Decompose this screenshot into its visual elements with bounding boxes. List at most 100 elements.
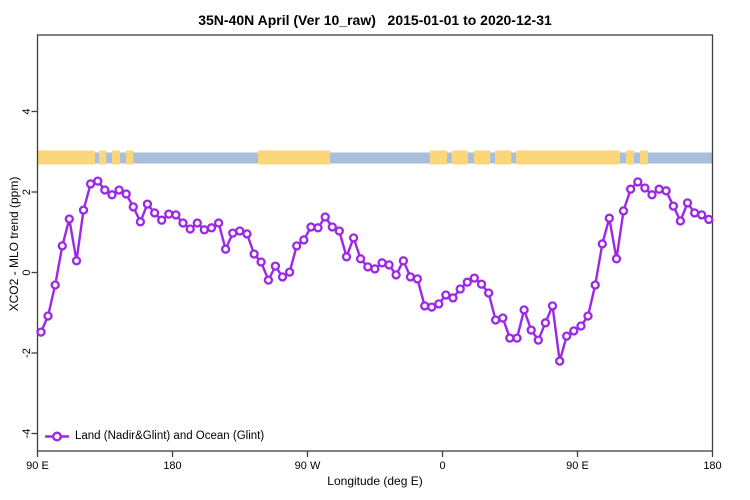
- data-point: [420, 301, 430, 311]
- band-segment-land: [640, 150, 648, 165]
- data-point: [611, 254, 622, 264]
- data-point: [36, 327, 46, 337]
- data-point: [583, 311, 593, 321]
- data-point: [107, 190, 117, 200]
- data-point: [164, 209, 174, 219]
- band-segment-land: [516, 150, 620, 165]
- band-segment-land: [430, 150, 447, 165]
- data-point: [334, 226, 344, 236]
- data-point: [704, 214, 714, 225]
- x-axis-label: Longitude (deg E): [327, 474, 423, 488]
- data-point: [206, 223, 217, 233]
- band-segment-land: [474, 150, 491, 165]
- data-point: [384, 260, 394, 270]
- data-point: [277, 272, 288, 282]
- band-segment-land: [112, 150, 120, 165]
- data-point: [185, 224, 195, 234]
- x-tick-label: 180: [163, 460, 181, 472]
- data-point: [50, 280, 60, 290]
- x-tick-label: 90 E: [566, 460, 589, 472]
- data-point: [640, 183, 650, 193]
- data-point: [121, 189, 131, 199]
- data-point: [689, 208, 700, 218]
- data-point: [483, 288, 494, 298]
- data-point: [114, 185, 124, 195]
- data-point: [249, 249, 259, 259]
- data-point: [213, 218, 224, 228]
- band-segment-land: [451, 150, 468, 165]
- data-point: [441, 290, 451, 300]
- band-segment-land: [99, 150, 107, 165]
- band-segment-ocean: [120, 152, 126, 164]
- y-tick-label: 4: [21, 108, 33, 114]
- band-segment-ocean: [330, 152, 431, 164]
- data-point: [618, 206, 629, 216]
- band-segment-land: [258, 150, 330, 165]
- data-point: [199, 225, 209, 235]
- data-point: [505, 333, 515, 343]
- band-segment-ocean: [447, 152, 452, 164]
- data-point: [597, 239, 607, 249]
- data-point: [355, 254, 366, 264]
- data-point: [476, 279, 487, 289]
- data-point: [391, 270, 401, 280]
- data-point: [341, 252, 352, 262]
- data-point: [256, 257, 266, 267]
- band-segment-ocean: [634, 152, 640, 164]
- data-point: [604, 213, 614, 223]
- chart-title: 35N-40N April (Ver 10_raw) 2015-01-01 to…: [198, 12, 552, 28]
- data-point: [590, 280, 600, 290]
- data-point: [526, 325, 536, 335]
- legend-label: Land (Nadir&Glint) and Ocean (Glint): [75, 430, 265, 442]
- series-markers: [36, 176, 714, 366]
- data-point: [292, 241, 302, 251]
- data-point: [633, 177, 643, 187]
- band-segment-ocean: [106, 152, 113, 164]
- data-point: [498, 313, 508, 323]
- data-point: [57, 241, 67, 251]
- data-point: [562, 331, 572, 341]
- data-point: [675, 216, 686, 226]
- band-segment-ocean: [620, 152, 626, 164]
- data-point: [576, 321, 586, 331]
- data-point: [555, 356, 565, 366]
- data-point: [512, 333, 522, 343]
- data-point: [569, 326, 579, 336]
- data-point: [242, 229, 252, 239]
- data-point: [220, 244, 231, 254]
- data-point: [363, 262, 373, 272]
- data-point: [142, 199, 153, 209]
- data-point: [697, 210, 707, 220]
- data-point: [235, 226, 245, 236]
- band-segment-ocean: [511, 152, 516, 164]
- data-point: [71, 256, 82, 266]
- data-point: [682, 198, 693, 208]
- data-point: [178, 218, 188, 228]
- data-point: [263, 275, 274, 285]
- band-segment-land: [495, 150, 512, 165]
- y-tick-label: -2: [21, 348, 33, 358]
- data-point: [519, 305, 529, 315]
- data-point: [93, 176, 103, 186]
- data-point: [668, 201, 679, 211]
- data-point: [192, 218, 202, 228]
- plot-frame: [36, 34, 714, 452]
- data-point: [327, 222, 337, 232]
- data-point: [533, 335, 543, 345]
- data-point: [135, 217, 146, 227]
- data-point: [398, 256, 409, 266]
- data-point: [547, 301, 558, 311]
- data-point: [85, 179, 96, 189]
- data-point: [427, 302, 437, 312]
- band-segment-land: [37, 150, 95, 165]
- legend-marker-icon: [52, 431, 63, 442]
- data-point: [455, 284, 465, 294]
- data-point: [299, 235, 309, 245]
- band-segment-land: [126, 150, 134, 165]
- data-point: [370, 264, 380, 274]
- x-tick-label: 180: [703, 460, 721, 472]
- data-point: [540, 318, 551, 328]
- land-ocean-band: [37, 150, 713, 165]
